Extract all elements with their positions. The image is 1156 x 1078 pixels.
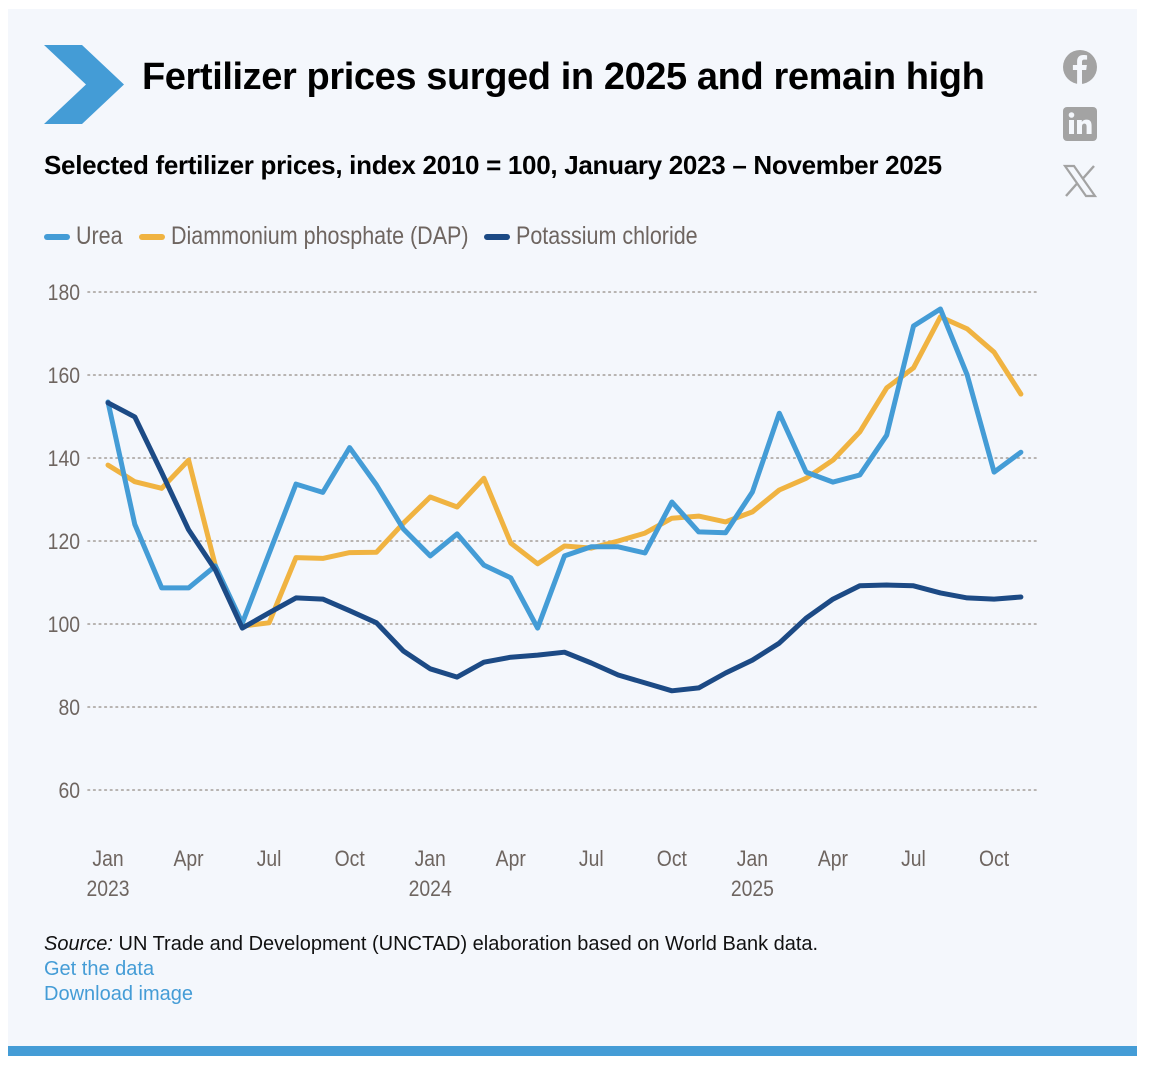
y-tick-label: 120 (48, 530, 80, 554)
linkedin-icon[interactable] (1062, 106, 1098, 142)
gridlines (87, 291, 1041, 791)
chart-legend: Urea Diammonium phosphate (DAP) Potassium … (44, 222, 714, 251)
x-tick-year: 2024 (409, 877, 452, 901)
y-tick-label: 180 (48, 281, 80, 305)
x-tick-month: Oct (657, 847, 687, 871)
source-text: UN Trade and Development (UNCTAD) elabor… (112, 933, 819, 955)
legend-swatch (484, 233, 511, 240)
chart-footer: Source: UN Trade and Development (UNCTAD… (44, 932, 818, 1007)
legend-label: Potassium chloride (516, 222, 698, 250)
source-label: Source: (44, 933, 113, 955)
series-line-potassium-chloride[interactable] (105, 400, 1024, 694)
legend-item[interactable]: Urea (44, 222, 123, 251)
line-chart: 60 80 100 120 140 160 180 Jan 2023 Apr Jul Oct Jan 2… (48, 281, 1041, 901)
series-line-diammonium-phosphate-dap[interactable] (105, 314, 1024, 629)
y-tick-label: 60 (58, 779, 80, 803)
series-lines (105, 306, 1024, 694)
x-icon[interactable] (1062, 163, 1098, 199)
legend-swatch (44, 233, 70, 240)
x-tick-month: Apr (173, 847, 203, 871)
x-tick-month: Oct (335, 847, 365, 871)
download-image-link[interactable]: Download image (44, 983, 193, 1005)
legend-label: Urea (76, 222, 123, 250)
y-tick-label: 80 (58, 696, 80, 720)
bottom-accent-bar (8, 1046, 1137, 1056)
facebook-icon[interactable] (1062, 49, 1098, 85)
y-tick-label: 100 (48, 613, 80, 637)
chart-subtitle: Selected fertilizer prices, index 2010 =… (44, 150, 942, 180)
x-tick-month: Jan (92, 847, 123, 871)
x-tick-year: 2023 (86, 877, 129, 901)
x-tick-month: Jul (257, 847, 282, 871)
legend-item[interactable]: Potassium chloride (484, 222, 698, 251)
series-line-urea[interactable] (105, 306, 1024, 631)
x-tick-month: Oct (979, 847, 1009, 871)
y-tick-label: 140 (48, 447, 80, 471)
chart-title: Fertilizer prices surged in 2025 and rem… (142, 56, 985, 98)
x-tick-month: Jul (579, 847, 604, 871)
y-tick-label: 160 (48, 364, 80, 388)
x-tick-month: Jan (737, 847, 768, 871)
x-tick-year: 2025 (731, 877, 774, 901)
legend-swatch (138, 233, 165, 240)
legend-label: Diammonium phosphate (DAP) (170, 222, 469, 250)
x-tick-month: Apr (818, 847, 848, 871)
x-axis-ticks: Jan 2023 Apr Jul Oct Jan 2024 Apr Jul Oct Jan 2025 A… (86, 847, 1009, 901)
chevron-right-icon (44, 45, 124, 124)
x-tick-month: Jan (415, 847, 446, 871)
legend-item[interactable]: Diammonium phosphate (DAP) (138, 222, 469, 251)
y-axis-ticks: 60 80 100 120 140 160 180 (48, 281, 80, 803)
get-data-link[interactable]: Get the data (44, 958, 155, 980)
x-tick-month: Apr (496, 847, 526, 871)
chart-card (8, 9, 1137, 1046)
source-note: Source: UN Trade and Development (UNCTAD… (44, 932, 818, 957)
x-tick-month: Jul (901, 847, 926, 871)
